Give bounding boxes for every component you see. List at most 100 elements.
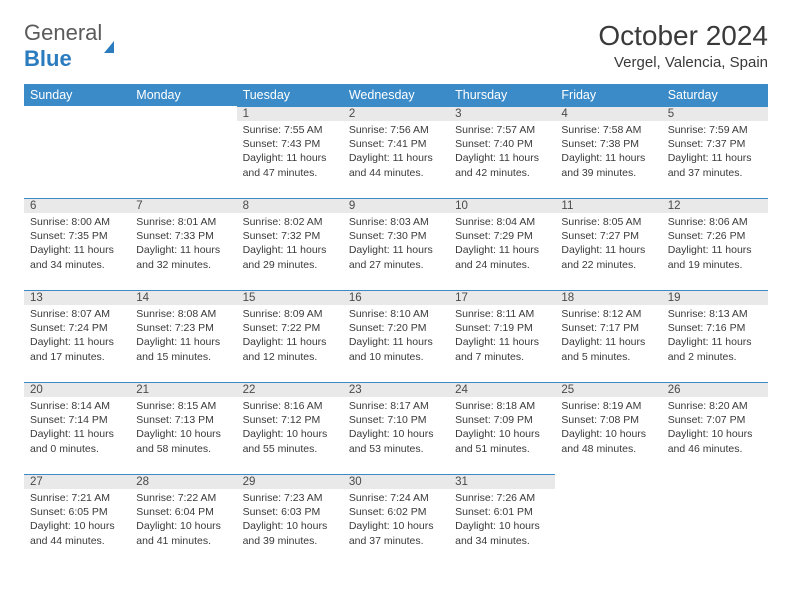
calendar-cell: 11Sunrise: 8:05 AMSunset: 7:27 PMDayligh… [555, 198, 661, 290]
daylight-text-1: Daylight: 11 hours [243, 243, 337, 257]
daylight-text-2: and 39 minutes. [561, 166, 655, 180]
calendar-cell: 10Sunrise: 8:04 AMSunset: 7:29 PMDayligh… [449, 198, 555, 290]
sunset-text: Sunset: 7:43 PM [243, 137, 337, 151]
day-details: Sunrise: 7:59 AMSunset: 7:37 PMDaylight:… [662, 121, 768, 180]
calendar-body: .. 1 Sunrise: 7:55 AMSunset: 7:43 PM Daylig… [24, 106, 768, 566]
weekday-header: Sunday [24, 84, 130, 106]
daylight-text-2: and 7 minutes. [455, 350, 549, 364]
daylight-text-2: and 58 minutes. [136, 442, 230, 456]
calendar-cell: 30Sunrise: 7:24 AMSunset: 6:02 PMDayligh… [343, 474, 449, 566]
weekday-header: Friday [555, 84, 661, 106]
daylight-text-1: Daylight: 11 hours [349, 243, 443, 257]
daylight-text-1: Daylight: 10 hours [455, 519, 549, 533]
calendar-cell: 13Sunrise: 8:07 AMSunset: 7:24 PMDayligh… [24, 290, 130, 382]
header: General Blue October 2024 Vergel, Valenc… [24, 20, 768, 72]
sunset-text: Sunset: 7:30 PM [349, 229, 443, 243]
logo-text: General Blue [24, 20, 114, 72]
day-number: 20 [24, 382, 130, 397]
day-details: Sunrise: 7:57 AMSunset: 7:40 PMDaylight:… [449, 121, 555, 180]
sunset-text: Sunset: 6:03 PM [243, 505, 337, 519]
day-details: Sunrise: 8:15 AMSunset: 7:13 PMDaylight:… [130, 397, 236, 456]
calendar-cell: . [24, 106, 130, 198]
day-number: 1 [237, 106, 343, 121]
sunrise-text: Sunrise: 7:26 AM [455, 491, 549, 505]
calendar-cell: 9Sunrise: 8:03 AMSunset: 7:30 PMDaylight… [343, 198, 449, 290]
daylight-text-1: Daylight: 11 hours [30, 335, 124, 349]
day-number: 9 [343, 198, 449, 213]
day-number: 16 [343, 290, 449, 305]
sunset-text: Sunset: 7:20 PM [349, 321, 443, 335]
day-number: 21 [130, 382, 236, 397]
calendar-row: 6Sunrise: 8:00 AMSunset: 7:35 PMDaylight… [24, 198, 768, 290]
calendar-cell: 22Sunrise: 8:16 AMSunset: 7:12 PMDayligh… [237, 382, 343, 474]
daylight-text-2: and 37 minutes. [349, 534, 443, 548]
sunrise-text: Sunrise: 8:02 AM [243, 215, 337, 229]
calendar-cell: 19Sunrise: 8:13 AMSunset: 7:16 PMDayligh… [662, 290, 768, 382]
daylight-text-2: and 44 minutes. [30, 534, 124, 548]
daylight-text-1: Daylight: 11 hours [30, 243, 124, 257]
day-number: 7 [130, 198, 236, 213]
daylight-text-2: and 32 minutes. [136, 258, 230, 272]
logo: General Blue [24, 20, 114, 72]
sunset-text: Sunset: 6:02 PM [349, 505, 443, 519]
day-number: 4 [555, 106, 661, 121]
sunrise-text: Sunrise: 8:08 AM [136, 307, 230, 321]
sunset-text: Sunset: 7:16 PM [668, 321, 762, 335]
day-details: Sunrise: 7:23 AMSunset: 6:03 PMDaylight:… [237, 489, 343, 548]
sunrise-text: Sunrise: 7:55 AM [243, 123, 337, 137]
daylight-text-1: Daylight: 10 hours [668, 427, 762, 441]
weekday-header: Monday [130, 84, 236, 106]
day-details: Sunrise: 8:08 AMSunset: 7:23 PMDaylight:… [130, 305, 236, 364]
daylight-text-1: Daylight: 11 hours [30, 427, 124, 441]
day-number: 17 [449, 290, 555, 305]
day-details: Sunrise: 8:11 AMSunset: 7:19 PMDaylight:… [449, 305, 555, 364]
calendar-cell: 24Sunrise: 8:18 AMSunset: 7:09 PMDayligh… [449, 382, 555, 474]
calendar-row: 13Sunrise: 8:07 AMSunset: 7:24 PMDayligh… [24, 290, 768, 382]
day-details: Sunrise: 8:10 AMSunset: 7:20 PMDaylight:… [343, 305, 449, 364]
sunrise-text: Sunrise: 8:17 AM [349, 399, 443, 413]
daylight-text-2: and 34 minutes. [455, 534, 549, 548]
calendar-cell: 15Sunrise: 8:09 AMSunset: 7:22 PMDayligh… [237, 290, 343, 382]
day-number: 24 [449, 382, 555, 397]
daylight-text-2: and 48 minutes. [561, 442, 655, 456]
sunrise-text: Sunrise: 8:01 AM [136, 215, 230, 229]
weekday-header: Wednesday [343, 84, 449, 106]
sunrise-text: Sunrise: 7:57 AM [455, 123, 549, 137]
sunset-text: Sunset: 6:01 PM [455, 505, 549, 519]
calendar-row: 20Sunrise: 8:14 AMSunset: 7:14 PMDayligh… [24, 382, 768, 474]
daylight-text-2: and 39 minutes. [243, 534, 337, 548]
calendar-cell: 6Sunrise: 8:00 AMSunset: 7:35 PMDaylight… [24, 198, 130, 290]
daylight-text-1: Daylight: 11 hours [668, 151, 762, 165]
location: Vergel, Valencia, Spain [598, 54, 768, 71]
calendar-cell: . [555, 474, 661, 566]
sunset-text: Sunset: 7:08 PM [561, 413, 655, 427]
calendar-cell: 14Sunrise: 8:08 AMSunset: 7:23 PMDayligh… [130, 290, 236, 382]
daylight-text-1: Daylight: 11 hours [136, 335, 230, 349]
sunset-text: Sunset: 7:09 PM [455, 413, 549, 427]
day-details: Sunrise: 8:06 AMSunset: 7:26 PMDaylight:… [662, 213, 768, 272]
day-details: Sunrise: 8:00 AMSunset: 7:35 PMDaylight:… [24, 213, 130, 272]
logo-text-2: Blue [24, 46, 72, 71]
sunrise-text: Sunrise: 8:19 AM [561, 399, 655, 413]
logo-triangle-icon [104, 16, 114, 53]
day-details: Sunrise: 8:07 AMSunset: 7:24 PMDaylight:… [24, 305, 130, 364]
calendar-cell: 8Sunrise: 8:02 AMSunset: 7:32 PMDaylight… [237, 198, 343, 290]
day-details: Sunrise: 8:13 AMSunset: 7:16 PMDaylight:… [662, 305, 768, 364]
day-details: Sunrise: 8:04 AMSunset: 7:29 PMDaylight:… [449, 213, 555, 272]
sunset-text: Sunset: 7:19 PM [455, 321, 549, 335]
sunset-text: Sunset: 7:12 PM [243, 413, 337, 427]
calendar-row: ..1Sunrise: 7:55 AMSunset: 7:43 PMDaylig… [24, 106, 768, 198]
daylight-text-1: Daylight: 11 hours [668, 335, 762, 349]
daylight-text-2: and 46 minutes. [668, 442, 762, 456]
sunset-text: Sunset: 7:07 PM [668, 413, 762, 427]
day-number: 26 [662, 382, 768, 397]
sunset-text: Sunset: 7:33 PM [136, 229, 230, 243]
calendar-cell: 28Sunrise: 7:22 AMSunset: 6:04 PMDayligh… [130, 474, 236, 566]
day-number: 15 [237, 290, 343, 305]
daylight-text-1: Daylight: 11 hours [349, 151, 443, 165]
calendar-cell: 27Sunrise: 7:21 AMSunset: 6:05 PMDayligh… [24, 474, 130, 566]
sunset-text: Sunset: 7:13 PM [136, 413, 230, 427]
daylight-text-2: and 51 minutes. [455, 442, 549, 456]
day-details: Sunrise: 8:19 AMSunset: 7:08 PMDaylight:… [555, 397, 661, 456]
day-details: Sunrise: 8:20 AMSunset: 7:07 PMDaylight:… [662, 397, 768, 456]
